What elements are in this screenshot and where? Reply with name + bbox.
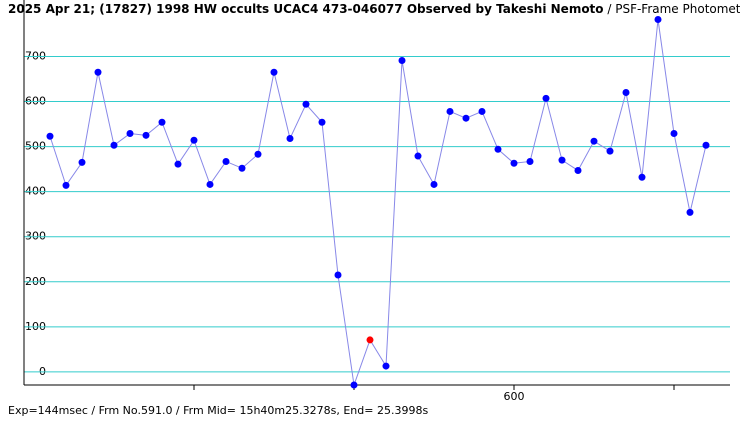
data-point: [286, 134, 294, 142]
title-block: 2025 Apr 21; (17827) 1998 HW occults UCA…: [8, 2, 740, 16]
data-point: [334, 271, 342, 279]
data-point: [462, 114, 470, 122]
data-point: [622, 89, 630, 97]
x-tick-label: 600: [504, 390, 525, 403]
data-point: [446, 107, 454, 115]
data-point: [526, 157, 534, 165]
data-point: [238, 164, 246, 172]
data-point: [78, 158, 86, 166]
data-point: [366, 336, 374, 344]
data-point: [350, 381, 358, 389]
chart-subtitle: / PSF-Frame Photometry /: [607, 2, 740, 16]
data-point: [606, 147, 614, 155]
data-point: [478, 107, 486, 115]
data-point: [686, 208, 694, 216]
data-point: [398, 57, 406, 65]
footer: Exp=144msec / Frm No.591.0 / Frm Mid= 15…: [8, 404, 429, 417]
data-point: [142, 131, 150, 139]
data-point: [206, 180, 214, 188]
data-point: [414, 152, 422, 160]
data-point: [590, 137, 598, 145]
data-point: [430, 180, 438, 188]
data-point: [190, 136, 198, 144]
data-point: [302, 100, 310, 108]
data-point: [46, 132, 54, 140]
data-point: [270, 68, 278, 76]
data-point: [110, 141, 118, 149]
data-point: [574, 166, 582, 174]
data-point: [654, 16, 662, 24]
series-line: [49, 19, 707, 386]
data-point: [126, 130, 134, 138]
data-point: [638, 173, 646, 181]
data-point: [558, 156, 566, 164]
data-point: [94, 68, 102, 76]
data-point: [222, 157, 230, 165]
data-point: [254, 150, 262, 158]
data-point: [670, 130, 678, 138]
data-point: [510, 159, 518, 167]
data-point: [494, 145, 502, 153]
data-point: [702, 141, 710, 149]
data-point: [174, 160, 182, 168]
chart-title: 2025 Apr 21; (17827) 1998 HW occults UCA…: [8, 2, 604, 16]
data-point: [542, 94, 550, 102]
data-point: [318, 118, 326, 126]
data-point: [158, 118, 166, 126]
data-point: [62, 181, 70, 189]
data-point: [382, 362, 390, 370]
